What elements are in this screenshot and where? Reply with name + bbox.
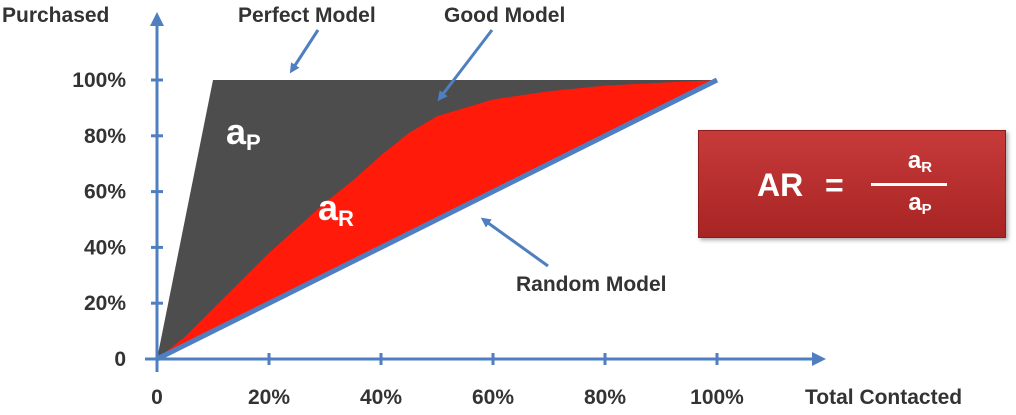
good-model-arrow <box>437 29 494 102</box>
perfect-model-label: Perfect Model <box>238 4 376 27</box>
formula-ar: AR <box>757 167 804 203</box>
x-tick-label: 60% <box>472 386 514 409</box>
y-tick-label: 0 <box>114 348 126 371</box>
y-tick-label: 80% <box>84 125 126 148</box>
y-tick-label: 40% <box>84 236 126 259</box>
x-tick-label: 0 <box>151 386 163 409</box>
x-tick-label: 80% <box>584 386 626 409</box>
x-axis-arrow <box>812 352 826 366</box>
x-tick-label: 40% <box>360 386 402 409</box>
random-model-arrow <box>480 217 549 268</box>
accuracy-ratio-formula: AR = aR aP <box>698 130 1006 238</box>
x-tick-label: 100% <box>690 386 744 409</box>
y-axis-arrow <box>150 12 164 26</box>
y-axis-title: Purchased <box>2 4 109 27</box>
perfect-model-arrow <box>289 29 320 74</box>
random-model-line <box>155 77 719 362</box>
formula-denominator: aP <box>908 189 932 218</box>
x-axis-title: Total Contacted <box>805 386 962 409</box>
y-tick-label: 60% <box>84 181 126 204</box>
y-tick-label: 100% <box>72 69 126 92</box>
area-random-label: aR <box>318 187 354 231</box>
random-model-label: Random Model <box>516 273 667 296</box>
good-model-label: Good Model <box>444 4 565 27</box>
formula-fraction-bar <box>871 183 947 186</box>
area-perfect-label: aP <box>226 111 261 155</box>
y-tick-label: 20% <box>84 292 126 315</box>
formula-numerator: aR <box>907 147 933 176</box>
x-tick-label: 20% <box>248 386 290 409</box>
formula-equals: = <box>825 167 844 203</box>
